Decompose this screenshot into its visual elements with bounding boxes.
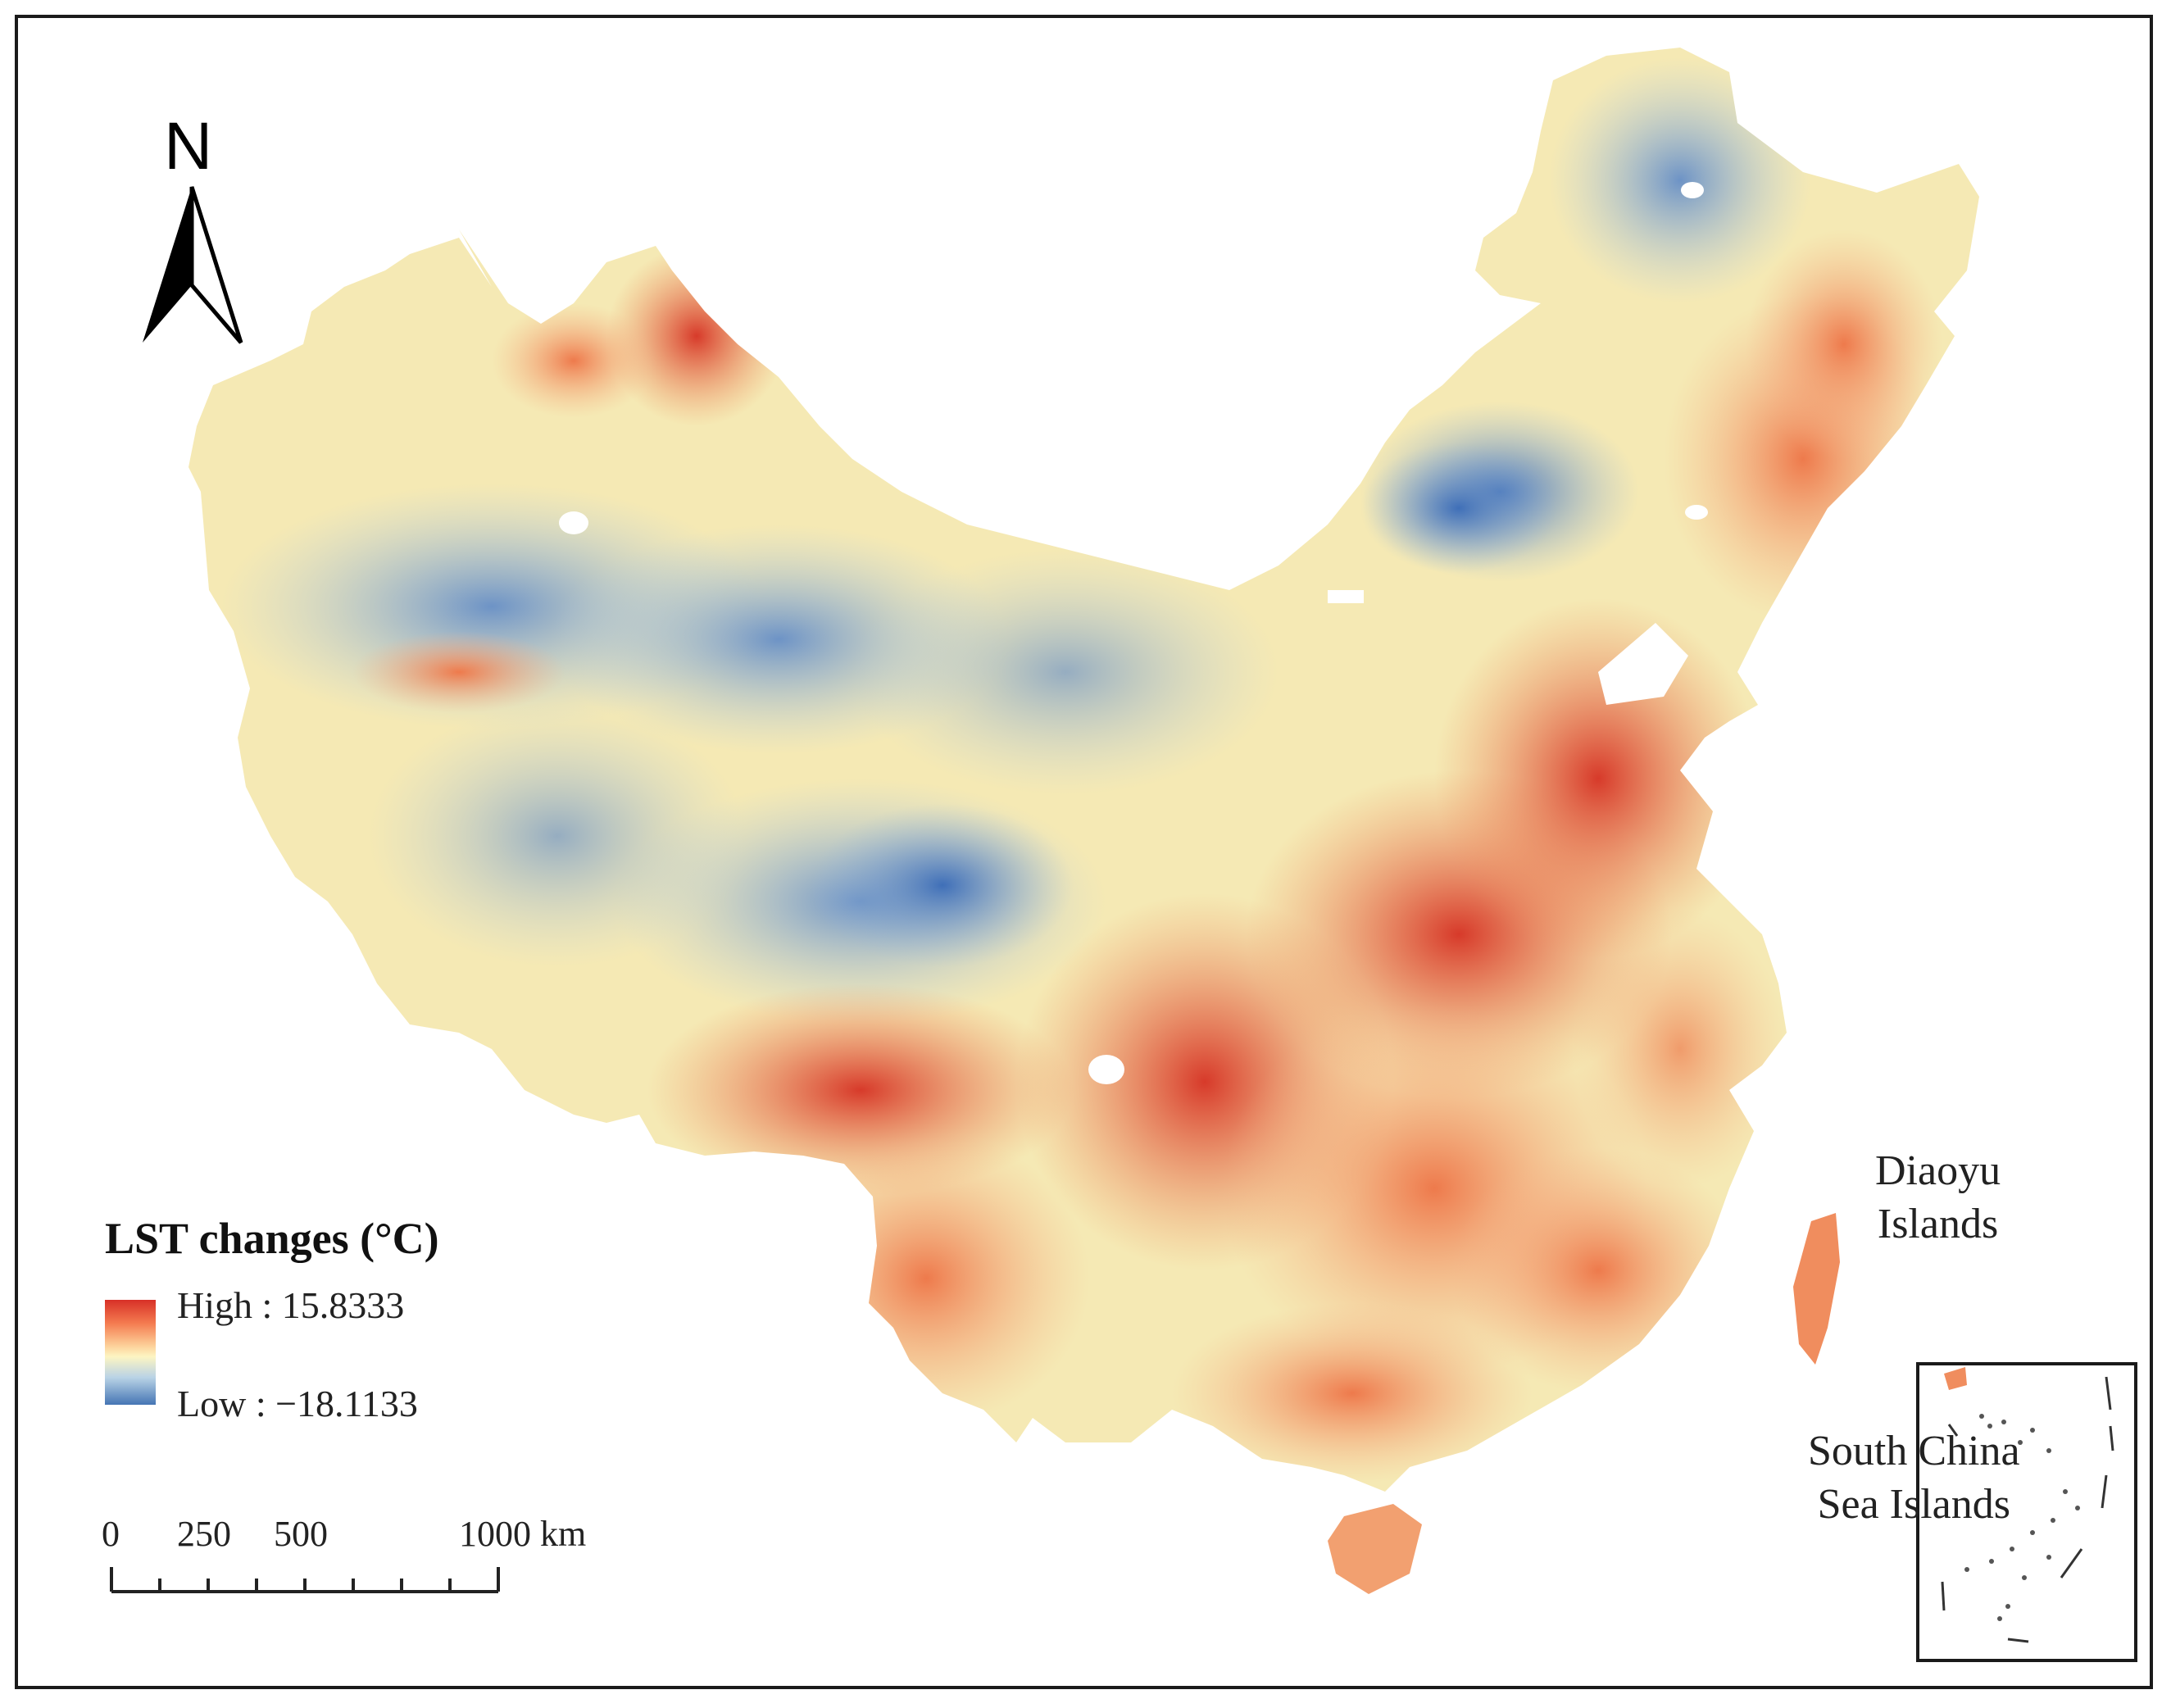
diaoyu-label-line1: Diaoyu <box>1875 1147 2001 1194</box>
inset-islands <box>1941 1367 2114 1643</box>
diaoyu-islands-label: Diaoyu Islands <box>1875 1144 2001 1251</box>
diaoyu-label-line2: Islands <box>1877 1201 1999 1247</box>
north-label: N <box>164 109 213 184</box>
legend-title: LST changes (°C) <box>105 1214 439 1263</box>
taiwan-island <box>1793 1213 1840 1365</box>
scs-label-line1: South China <box>1808 1428 2020 1474</box>
scale-bar <box>110 1567 500 1593</box>
south-china-sea-inset <box>1916 1362 2137 1662</box>
legend-high-label: High : 15.8333 <box>177 1284 405 1326</box>
scs-label-line2: Sea Islands <box>1817 1481 2010 1528</box>
china-landmass <box>188 48 1979 1492</box>
south-china-sea-islands-label: South China Sea Islands <box>1808 1424 2020 1531</box>
scale-label-1000-km: 1000 km <box>459 1514 587 1554</box>
scale-label-0: 0 <box>102 1514 120 1554</box>
legend-color-ramp <box>105 1300 156 1405</box>
hainan-island <box>1328 1504 1422 1594</box>
scale-label-250: 250 <box>177 1514 231 1554</box>
north-arrow-icon <box>143 186 243 344</box>
legend-low-label: Low : −18.1133 <box>177 1383 418 1424</box>
scale-label-500: 500 <box>274 1514 328 1554</box>
